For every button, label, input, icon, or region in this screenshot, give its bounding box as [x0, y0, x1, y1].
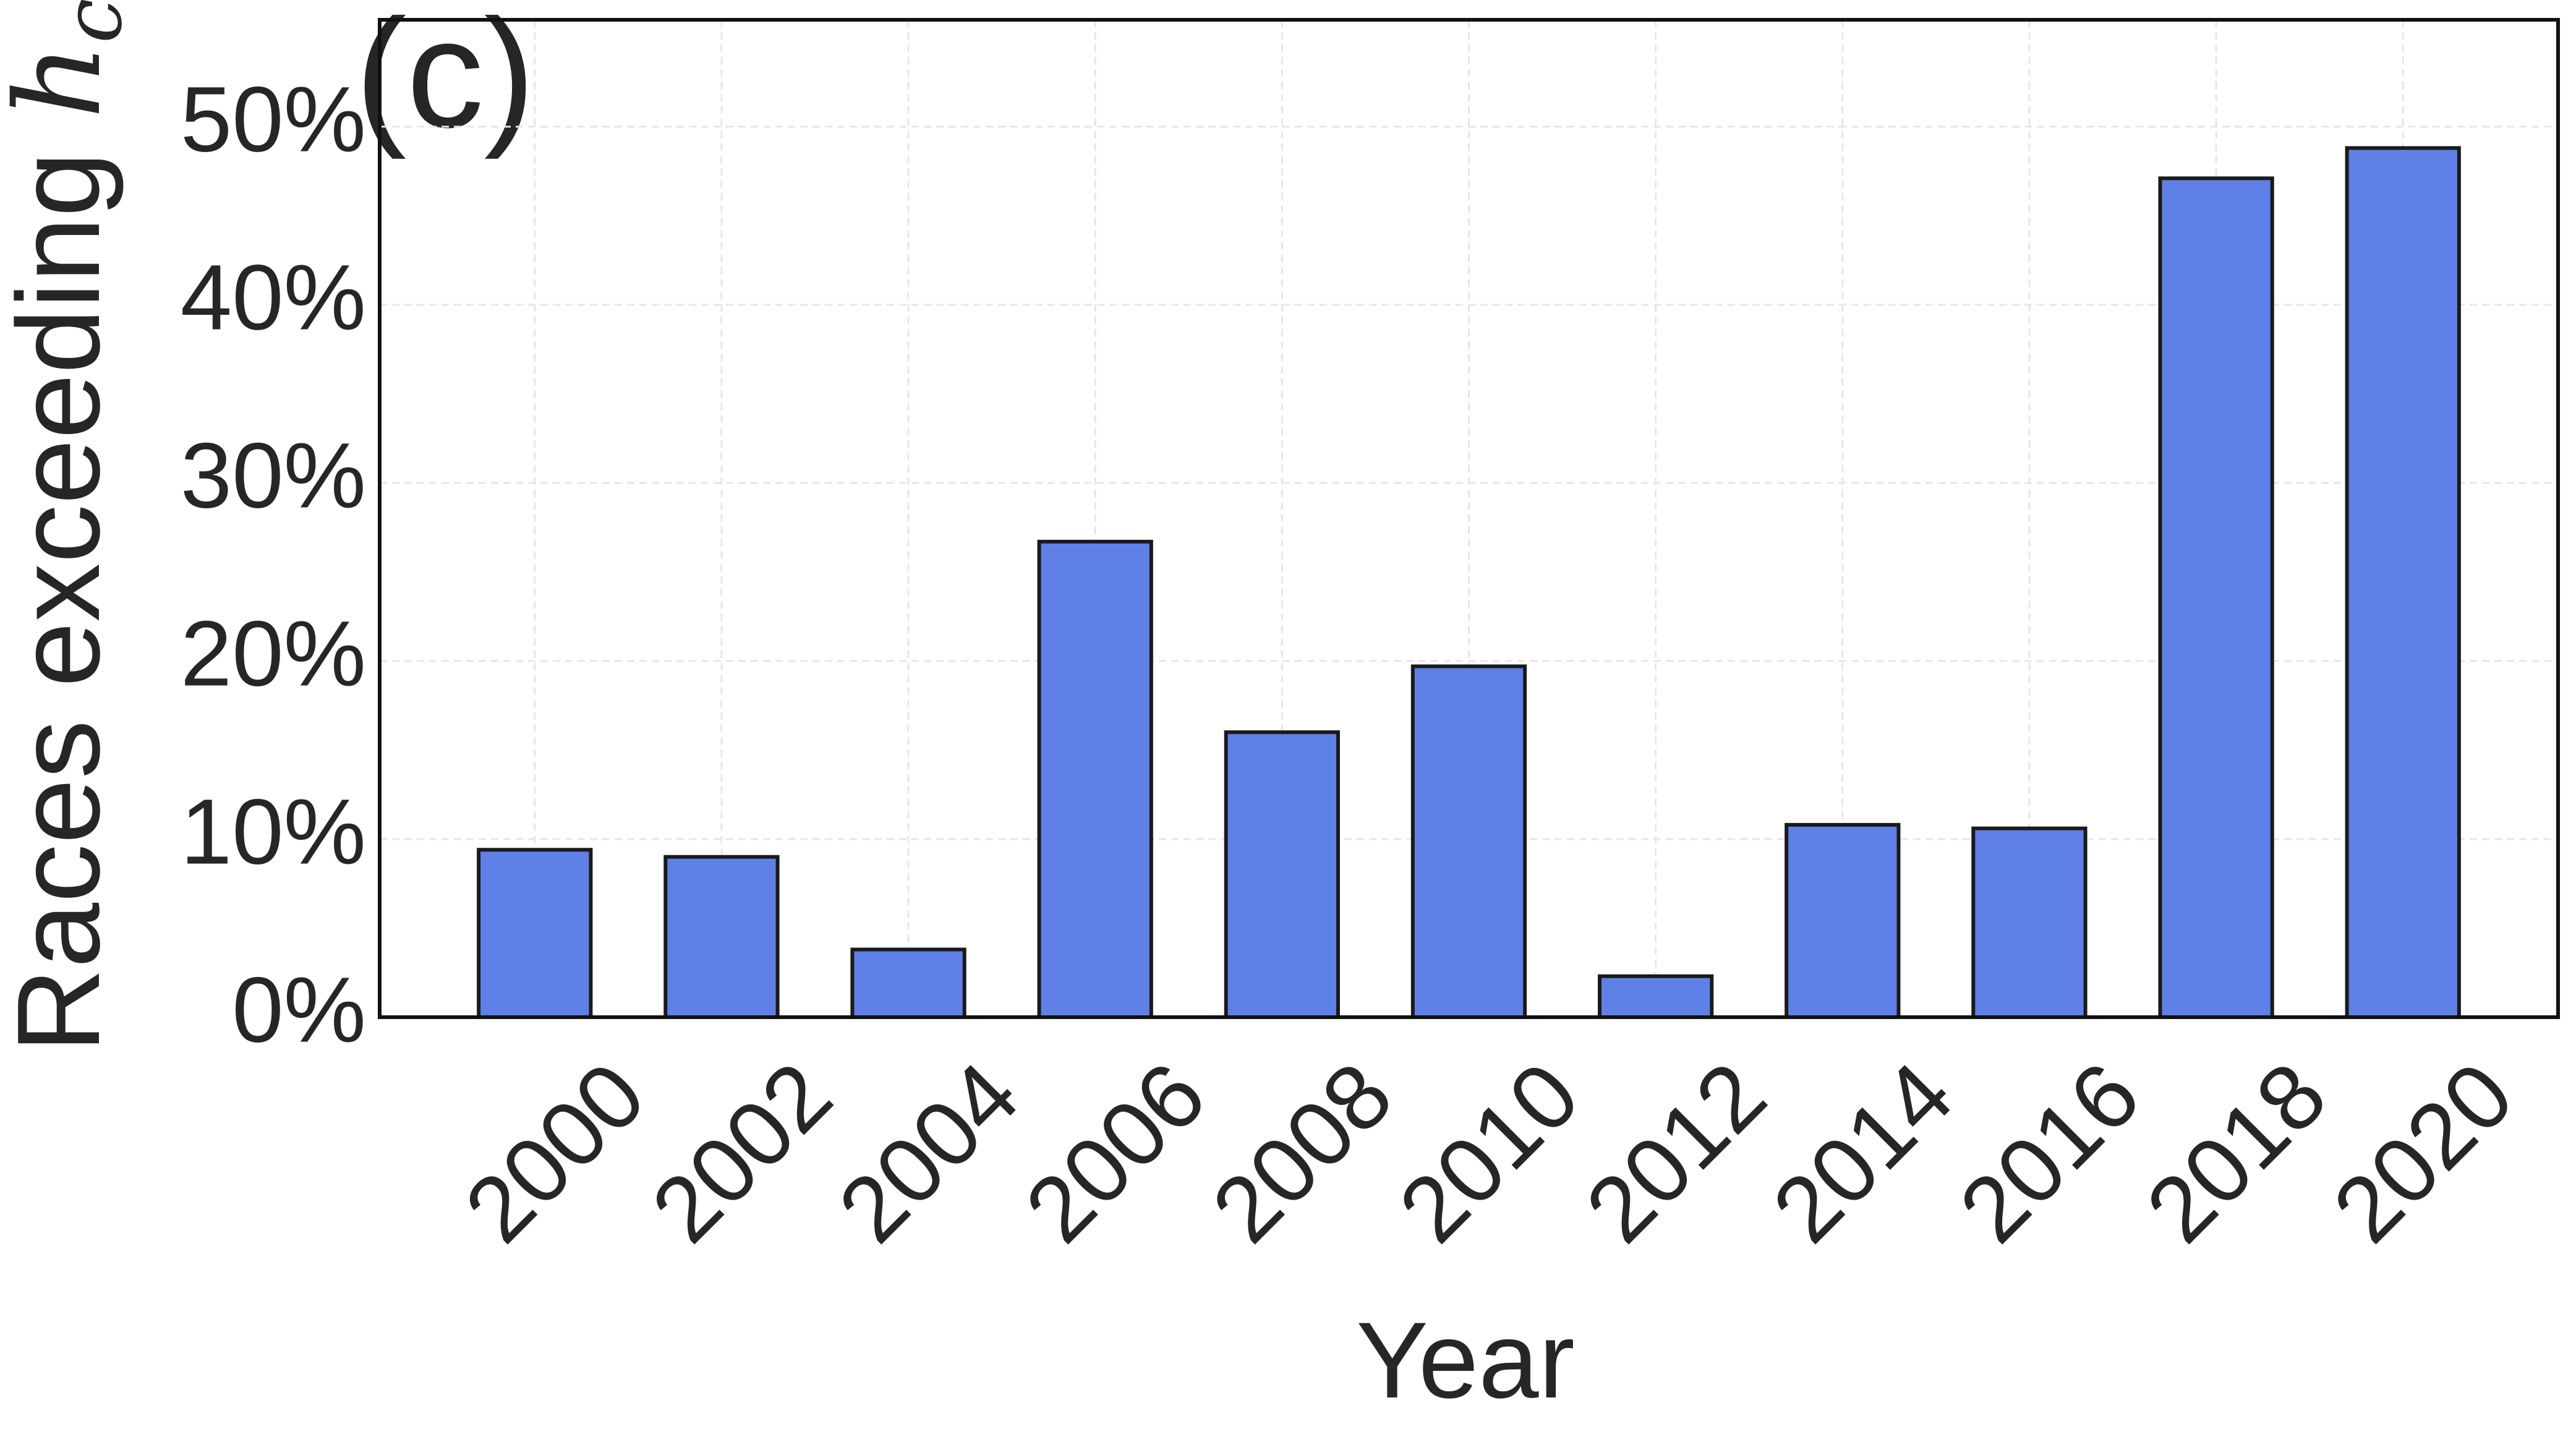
x-tick-label: 2014 [1753, 1043, 1973, 1262]
x-axis-label: Year [1356, 1300, 1575, 1421]
bar [1598, 974, 1714, 1020]
y-axis-label-subscript: c [46, 0, 140, 43]
bar [477, 848, 593, 1020]
bar [1224, 730, 1340, 1019]
x-tick-label: 2006 [1005, 1043, 1225, 1262]
y-tick-label: 40% [181, 245, 366, 349]
y-axis-label-text: Races exceeding [0, 151, 124, 1053]
plot-frame [378, 18, 2560, 1019]
panel-annotation: (c) [355, 0, 535, 160]
x-tick-label: 2016 [1940, 1043, 2159, 1262]
bar [2345, 146, 2461, 1019]
x-tick-label: 2002 [632, 1043, 851, 1262]
x-tick-label: 2010 [1379, 1043, 1598, 1262]
bar [663, 855, 780, 1019]
x-tick-label: 2008 [1192, 1043, 1412, 1262]
x-tick-label: 2012 [1566, 1043, 1785, 1262]
bar [2158, 176, 2274, 1019]
y-tick-label: 50% [181, 67, 366, 171]
x-tick-label: 2018 [2126, 1043, 2346, 1262]
y-tick-label: 30% [181, 424, 366, 527]
y-tick-label: 0% [232, 958, 366, 1062]
y-tick-label: 20% [181, 602, 366, 706]
bar [1410, 664, 1527, 1020]
y-axis-label-symbol: h [0, 43, 127, 119]
bar [1785, 822, 1901, 1019]
x-tick-label: 2004 [819, 1043, 1038, 1262]
bar [1971, 826, 2088, 1019]
x-tick-label: 2000 [445, 1043, 665, 1262]
x-tick-label: 2020 [2313, 1043, 2533, 1262]
y-axis-label: Races exceeding hc [0, 0, 140, 1053]
bar [850, 947, 966, 1019]
y-tick-label: 10% [181, 780, 366, 884]
bar [1037, 539, 1153, 1019]
